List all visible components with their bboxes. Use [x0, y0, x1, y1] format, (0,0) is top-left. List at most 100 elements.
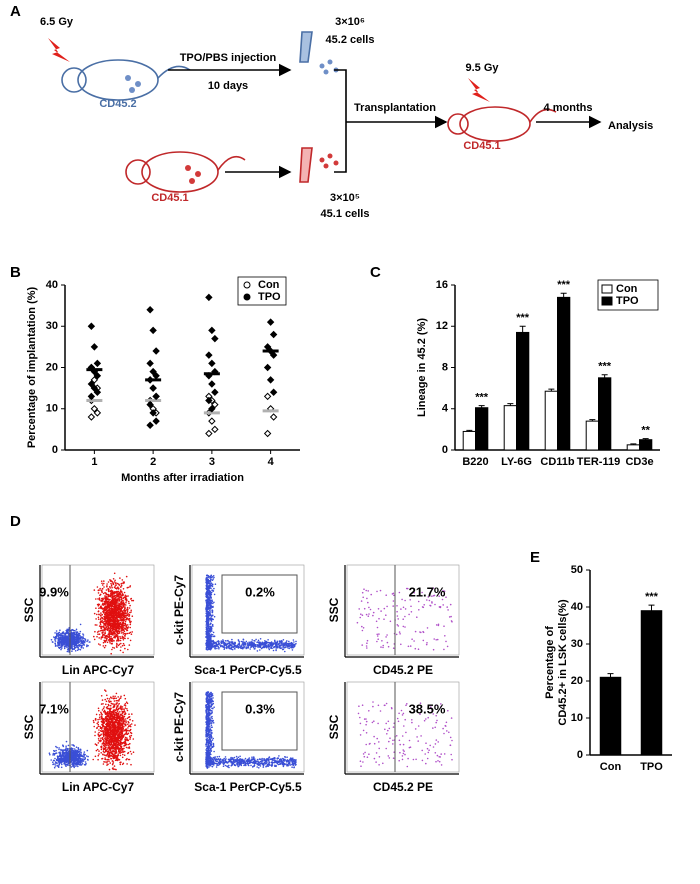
event-dot — [98, 610, 100, 612]
event-dot — [229, 641, 231, 643]
y-tick-label: 0 — [52, 444, 58, 456]
event-dot — [213, 632, 215, 634]
event-dot — [113, 622, 115, 624]
mouse-head — [62, 68, 86, 92]
event-dot — [386, 606, 388, 608]
event-dot — [361, 644, 363, 646]
event-dot — [396, 611, 398, 613]
event-dot — [220, 642, 222, 644]
event-dot — [128, 713, 130, 715]
event-dot — [393, 595, 395, 597]
event-dot — [124, 604, 126, 606]
event-dot — [206, 644, 208, 646]
event-dot — [60, 638, 62, 640]
data-point — [206, 431, 212, 437]
event-dot — [113, 627, 115, 629]
event-dot — [115, 627, 117, 629]
event-dot — [366, 645, 368, 647]
event-dot — [119, 632, 121, 634]
event-dot — [215, 642, 217, 644]
event-dot — [246, 641, 248, 643]
event-dot — [274, 640, 276, 642]
event-dot — [206, 606, 208, 608]
event-dot — [413, 640, 415, 642]
event-dot — [238, 639, 240, 641]
step-label: 10 days — [208, 80, 248, 92]
event-dot — [111, 611, 113, 613]
event-dot — [81, 755, 83, 757]
bar — [476, 408, 488, 450]
event-dot — [106, 600, 108, 602]
event-dot — [114, 602, 116, 604]
event-dot — [109, 604, 111, 606]
significance-label: *** — [598, 361, 612, 373]
data-point — [91, 344, 97, 350]
event-dot — [411, 638, 413, 640]
event-dot — [211, 597, 213, 599]
event-dot — [267, 644, 269, 646]
event-dot — [103, 586, 105, 588]
legend-label: Con — [258, 279, 280, 291]
event-dot — [105, 625, 107, 627]
event-dot — [65, 751, 67, 753]
event-dot — [64, 752, 66, 754]
event-dot — [121, 637, 123, 639]
data-point — [206, 294, 212, 300]
event-dot — [115, 698, 117, 700]
event-dot — [380, 646, 382, 648]
bar — [627, 445, 639, 450]
event-dot — [117, 595, 119, 597]
event-dot — [71, 750, 73, 752]
event-dot — [214, 648, 216, 650]
event-dot — [65, 759, 67, 761]
event-dot — [106, 585, 108, 587]
event-dot — [72, 765, 74, 767]
event-dot — [281, 640, 283, 642]
event-dot — [74, 754, 76, 756]
event-dot — [110, 601, 112, 603]
event-dot — [210, 584, 212, 586]
panel-label: E — [530, 549, 540, 566]
event-dot — [73, 640, 75, 642]
event-dot — [102, 588, 104, 590]
event-dot — [110, 632, 112, 634]
event-dot — [422, 631, 424, 633]
event-dot — [71, 642, 73, 644]
event-dot — [126, 595, 128, 597]
significance-label: *** — [475, 392, 489, 404]
data-point — [268, 319, 274, 325]
event-dot — [110, 590, 112, 592]
event-dot — [55, 750, 57, 752]
event-dot — [68, 642, 70, 644]
event-dot — [366, 647, 368, 649]
event-dot — [254, 648, 256, 650]
x-axis-label: Sca-1 PerCP-Cy5.5 — [194, 663, 302, 677]
event-dot — [131, 631, 133, 633]
data-point — [206, 352, 212, 358]
event-dot — [82, 642, 84, 644]
event-dot — [397, 618, 399, 620]
event-dot — [273, 650, 275, 652]
data-point — [271, 332, 277, 338]
event-dot — [124, 648, 126, 650]
event-dot — [259, 644, 261, 646]
event-dot — [54, 758, 56, 760]
event-dot — [96, 750, 98, 752]
event-dot — [117, 635, 119, 637]
gate-percent: 21.7% — [409, 584, 446, 599]
event-dot — [446, 606, 448, 608]
event-dot — [99, 633, 101, 635]
event-dot — [50, 759, 52, 761]
event-dot — [216, 648, 218, 650]
event-dot — [228, 646, 230, 648]
event-dot — [116, 592, 118, 594]
mouse-donor — [78, 60, 158, 100]
event-dot — [120, 589, 122, 591]
event-dot — [79, 764, 81, 766]
event-dot — [418, 609, 420, 611]
event-dot — [120, 643, 122, 645]
event-dot — [66, 761, 68, 763]
event-dot — [54, 763, 56, 765]
plot-frame — [347, 565, 459, 655]
data-point — [265, 431, 271, 437]
